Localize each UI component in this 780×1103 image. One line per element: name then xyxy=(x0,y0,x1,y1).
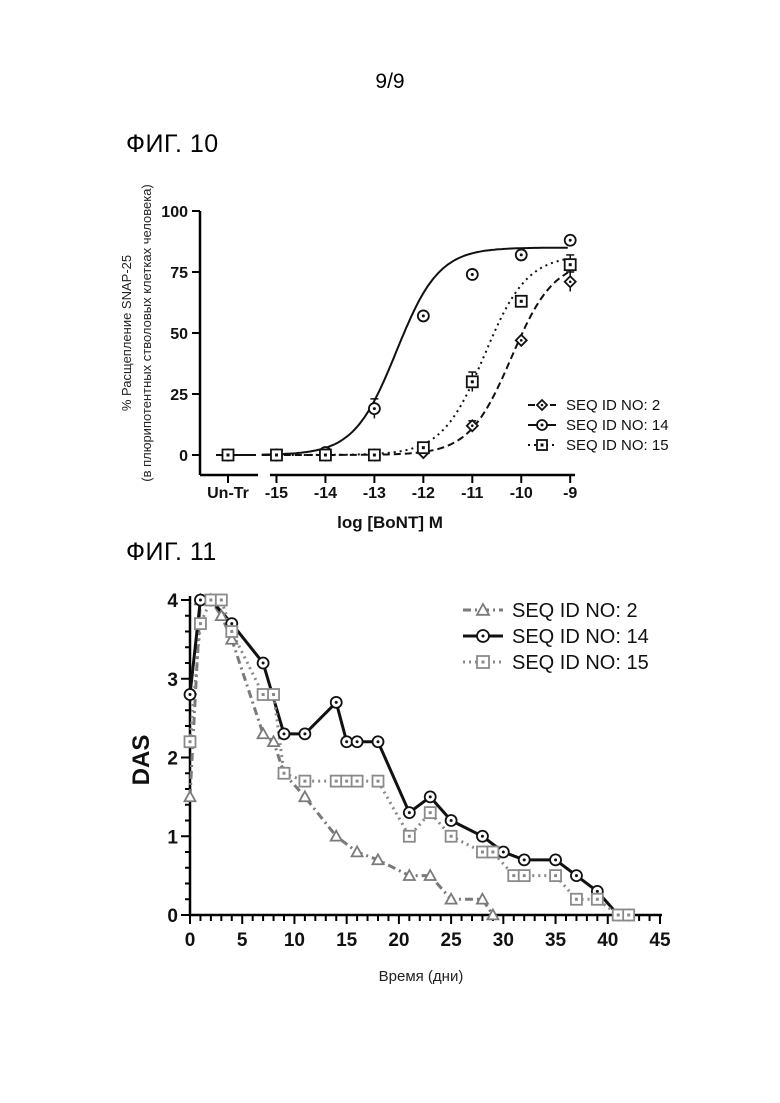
data-point xyxy=(571,894,582,905)
x-tick-label: 5 xyxy=(237,930,248,951)
x-tick-label: 15 xyxy=(336,930,358,951)
data-point xyxy=(352,736,363,747)
data-point xyxy=(571,870,582,881)
data-point xyxy=(341,776,352,787)
data-point xyxy=(508,870,519,881)
data-point xyxy=(268,736,279,746)
y-tick-label: 3 xyxy=(167,670,178,691)
data-point xyxy=(258,689,269,700)
x-tick-label: 20 xyxy=(388,930,409,951)
data-point xyxy=(519,854,530,865)
data-point xyxy=(216,595,227,606)
data-point xyxy=(550,854,561,865)
data-point xyxy=(258,728,269,738)
data-point xyxy=(268,689,279,700)
data-point xyxy=(446,831,457,842)
data-point xyxy=(205,595,216,606)
y-axis-title: DAS xyxy=(128,735,155,786)
data-point xyxy=(258,658,269,669)
legend-marker xyxy=(477,630,489,642)
legend-label: SEQ ID NO: 2 xyxy=(512,600,638,622)
data-point xyxy=(477,847,488,858)
x-tick-label: 25 xyxy=(441,930,463,951)
data-point xyxy=(185,689,196,700)
data-point xyxy=(299,791,310,801)
data-point xyxy=(592,894,603,905)
y-tick-label: 1 xyxy=(167,827,178,848)
legend-label: SEQ ID NO: 15 xyxy=(512,652,649,674)
data-point xyxy=(279,768,290,779)
y-tick-label: 0 xyxy=(167,906,178,927)
data-point xyxy=(185,736,196,747)
x-tick-label: 35 xyxy=(545,930,567,951)
legend-label: SEQ ID NO: 14 xyxy=(512,626,649,648)
data-point xyxy=(195,595,206,606)
data-point xyxy=(477,831,488,842)
data-point xyxy=(404,831,415,842)
x-axis-title: Время (дни) xyxy=(379,968,464,985)
data-point xyxy=(487,847,498,858)
data-point xyxy=(498,847,509,858)
data-point xyxy=(623,910,634,921)
data-point xyxy=(446,815,457,826)
x-tick-label: 45 xyxy=(649,930,671,951)
y-tick-label: 2 xyxy=(167,749,178,770)
data-point xyxy=(373,736,384,747)
data-point xyxy=(331,697,342,708)
data-point xyxy=(425,791,436,802)
data-point xyxy=(299,776,310,787)
data-point xyxy=(425,807,436,818)
data-point xyxy=(279,728,290,739)
x-tick-label: 10 xyxy=(284,930,305,951)
data-point xyxy=(341,736,352,747)
x-tick-label: 40 xyxy=(597,930,618,951)
data-point xyxy=(352,776,363,787)
data-point xyxy=(519,870,530,881)
data-point xyxy=(352,847,363,857)
legend-marker xyxy=(477,656,489,668)
data-point xyxy=(299,728,310,739)
data-point xyxy=(373,776,384,787)
data-point xyxy=(226,626,237,637)
data-point xyxy=(195,618,206,629)
x-tick-label: 30 xyxy=(493,930,514,951)
x-tick-label: 0 xyxy=(185,930,196,951)
data-point xyxy=(331,776,342,787)
data-point xyxy=(613,910,624,921)
y-tick-label: 4 xyxy=(167,591,178,612)
data-point xyxy=(185,791,196,801)
data-point xyxy=(404,807,415,818)
series-line xyxy=(190,600,493,915)
data-point xyxy=(550,870,561,881)
